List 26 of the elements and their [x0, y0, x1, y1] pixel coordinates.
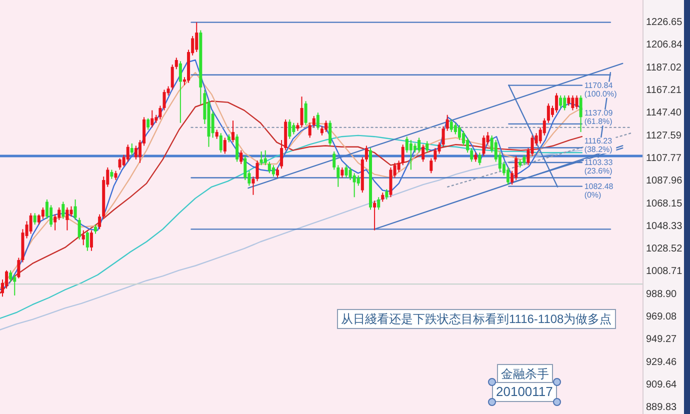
- series-label: 1137.09 (61.8%): [584, 108, 614, 126]
- y-tick-label: 1167.21: [646, 85, 682, 96]
- y-tick-label: 1068.15: [646, 198, 683, 210]
- y-tick-label: 1028.52: [646, 244, 683, 255]
- series-label: 1116.23 (38.2%): [584, 136, 613, 154]
- y-tick-label: 1147.40: [646, 108, 682, 119]
- series-label: 1170.84 (100.0%): [584, 80, 618, 98]
- y-tick-label: 1008.71: [646, 266, 683, 278]
- y-tick-label: 949.27: [646, 334, 678, 346]
- y-tick-label: 988.90: [646, 288, 678, 300]
- y-tick-label: 929.46: [646, 356, 678, 368]
- annotation: 金融杀手: [501, 367, 549, 381]
- y-tick-label: 1087.96: [646, 176, 683, 187]
- y-tick-label: 1206.84: [646, 40, 683, 51]
- y-tick-label: 1226.65: [646, 17, 683, 28]
- y-tick-label: 1048.33: [646, 220, 683, 232]
- y-tick-label: 909.64: [646, 379, 678, 390]
- annotation: 20100117: [496, 384, 553, 399]
- y-tick-label: 969.08: [646, 312, 678, 322]
- series-label: 1082.48 (0%): [584, 182, 614, 200]
- y-tick-label: 1107.77: [646, 152, 682, 164]
- annotation: 从日綫看还是下跌状态目标看到1116-1108为做多点: [341, 312, 612, 326]
- series-label: 1103.33 (23.6%): [584, 158, 614, 176]
- y-tick-label: 1127.59: [646, 130, 682, 142]
- y-tick-label: 889.83: [646, 402, 678, 414]
- y-tick-label: 1187.02: [646, 62, 682, 74]
